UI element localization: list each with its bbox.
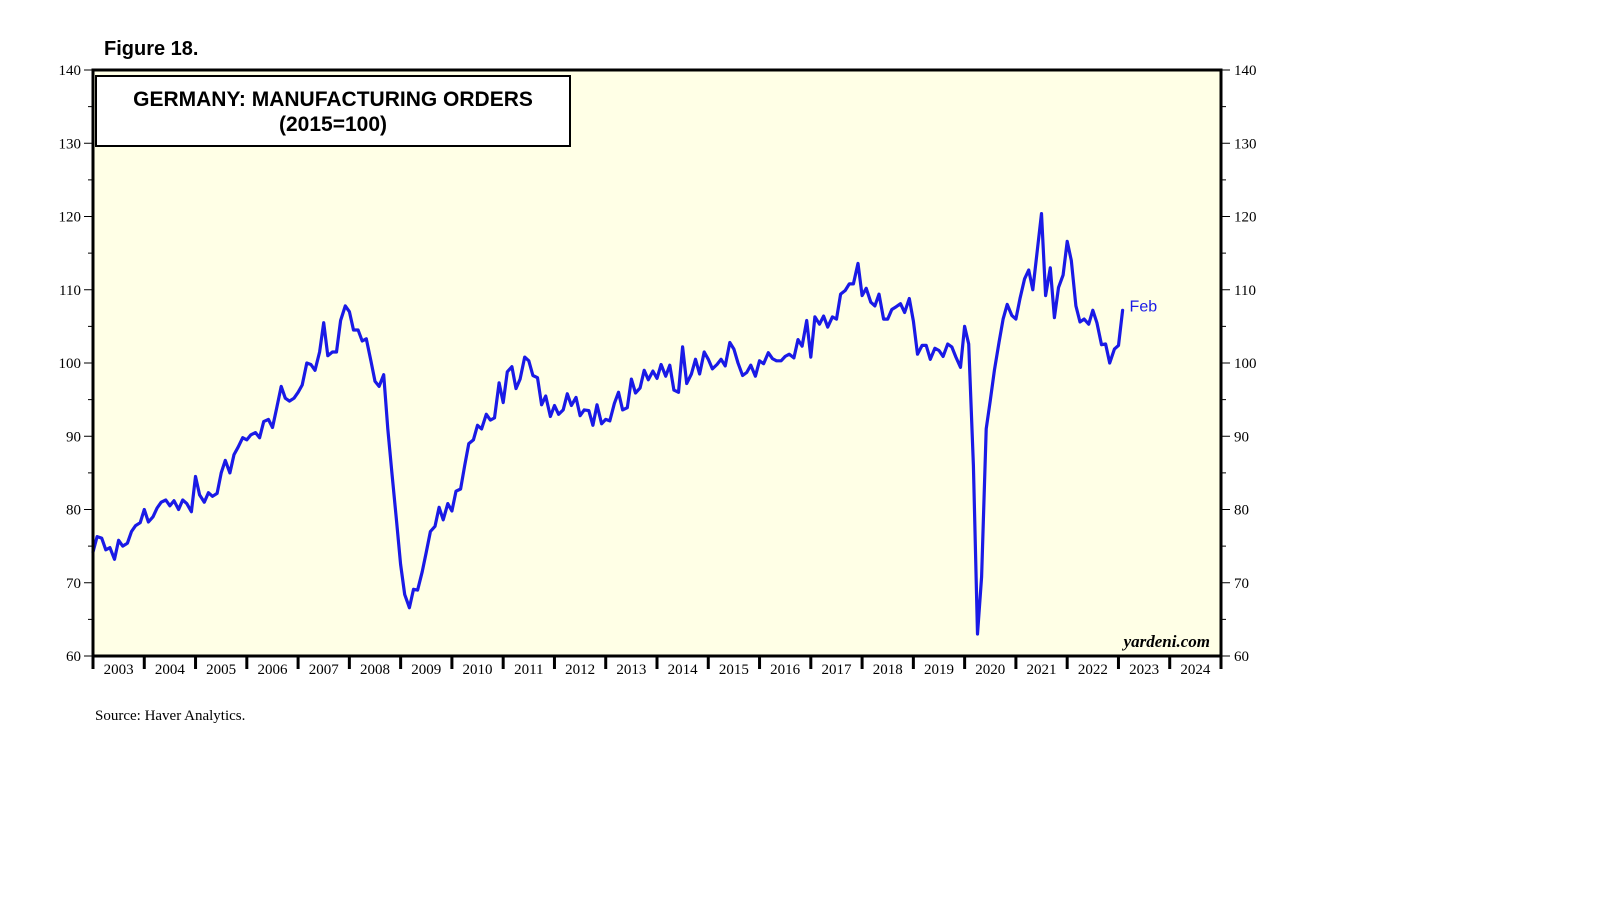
y-tick-label-left: 70	[66, 576, 81, 592]
y-tick-label-left: 110	[59, 283, 81, 299]
y-tick-label-left: 120	[59, 210, 82, 226]
chart-subtitle: (2015=100)	[279, 113, 387, 136]
y-tick-label-left: 140	[59, 63, 82, 79]
x-tick-label: 2006	[257, 662, 288, 678]
x-tick-label: 2008	[360, 662, 390, 678]
y-tick-label-left: 60	[66, 649, 81, 665]
y-tick-label-right: 70	[1234, 576, 1249, 592]
x-tick-label: 2011	[514, 662, 543, 678]
x-tick-label: 2012	[565, 662, 595, 678]
y-tick-label-left: 80	[66, 503, 81, 519]
y-tick-label-right: 60	[1234, 649, 1249, 665]
end-label: Feb	[1130, 298, 1158, 315]
y-tick-label-right: 110	[1234, 283, 1256, 299]
x-tick-label: 2005	[206, 662, 236, 678]
x-tick-label: 2016	[770, 662, 801, 678]
y-tick-label-right: 100	[1234, 356, 1257, 372]
x-tick-label: 2024	[1180, 662, 1211, 678]
x-tick-label: 2017	[821, 662, 852, 678]
title-box: GERMANY: MANUFACTURING ORDERS (2015=100)	[95, 75, 571, 147]
series-line	[91, 212, 1125, 636]
y-tick-label-left: 100	[59, 356, 82, 372]
plot-frame	[91, 68, 1223, 658]
chart-title: GERMANY: MANUFACTURING ORDERS	[133, 88, 533, 111]
x-tick-label: 2019	[924, 662, 954, 678]
y-tick-label-right: 140	[1234, 63, 1257, 79]
chart-marks: 60 60 70 70 80 80 90 90 100 100 110 110 120 120 130 130…	[59, 63, 1257, 678]
y-tick-label-left: 130	[59, 136, 82, 152]
y-tick-label-left: 90	[66, 429, 81, 445]
x-tick-label: 2004	[155, 662, 186, 678]
x-tick-label: 2013	[616, 662, 646, 678]
x-tick-label: 2009	[411, 662, 441, 678]
x-tick-label: 2015	[719, 662, 749, 678]
x-tick-label: 2023	[1129, 662, 1159, 678]
x-tick-label: 2022	[1078, 662, 1108, 678]
plot-area	[93, 70, 1221, 656]
y-tick-label-right: 80	[1234, 503, 1249, 519]
source-note: Source: Haver Analytics.	[95, 708, 245, 724]
x-tick-label: 2018	[873, 662, 903, 678]
x-tick-label: 2020	[975, 662, 1005, 678]
title-box-frame	[95, 75, 571, 147]
figure-label: Figure 18.	[104, 38, 198, 60]
x-tick-label: 2014	[668, 662, 699, 678]
brand-watermark: yardeni.com	[1122, 632, 1210, 651]
y-tick-label-right: 130	[1234, 136, 1257, 152]
y-tick-label-right: 120	[1234, 210, 1257, 226]
x-tick-label: 2003	[104, 662, 134, 678]
x-tick-label: 2021	[1027, 662, 1057, 678]
y-tick-label-right: 90	[1234, 429, 1249, 445]
x-tick-label: 2010	[463, 662, 493, 678]
x-tick-label: 2007	[309, 662, 340, 678]
